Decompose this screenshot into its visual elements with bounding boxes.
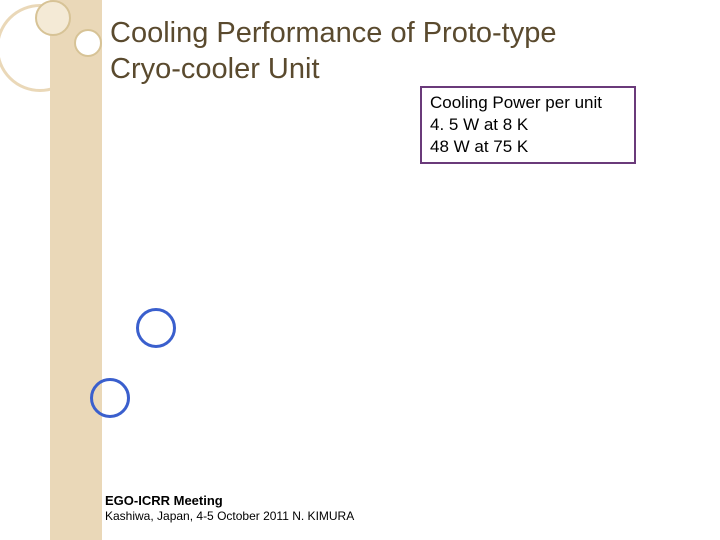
highlight-circle-1 (136, 308, 176, 348)
footer-line2: Kashiwa, Japan, 4-5 October 2011 N. KIMU… (105, 509, 354, 524)
info-line2: 4. 5 W at 8 K (430, 114, 626, 136)
footer-line1: EGO-ICRR Meeting (105, 493, 354, 509)
info-line3: 48 W at 75 K (430, 136, 626, 158)
highlight-circle-2 (90, 378, 130, 418)
deco-circle-small (74, 29, 102, 57)
cooling-power-box: Cooling Power per unit 4. 5 W at 8 K 48 … (420, 86, 636, 164)
deco-circle-med (35, 0, 71, 36)
title-line1: Cooling Performance of Proto-type (110, 17, 557, 49)
title-line2: Cryo-cooler Unit (110, 53, 320, 85)
info-line1: Cooling Power per unit (430, 92, 626, 114)
slide-footer: EGO-ICRR Meeting Kashiwa, Japan, 4-5 Oct… (105, 493, 354, 524)
slide-title: Cooling Performance of Proto-type Cryo-c… (110, 15, 557, 88)
